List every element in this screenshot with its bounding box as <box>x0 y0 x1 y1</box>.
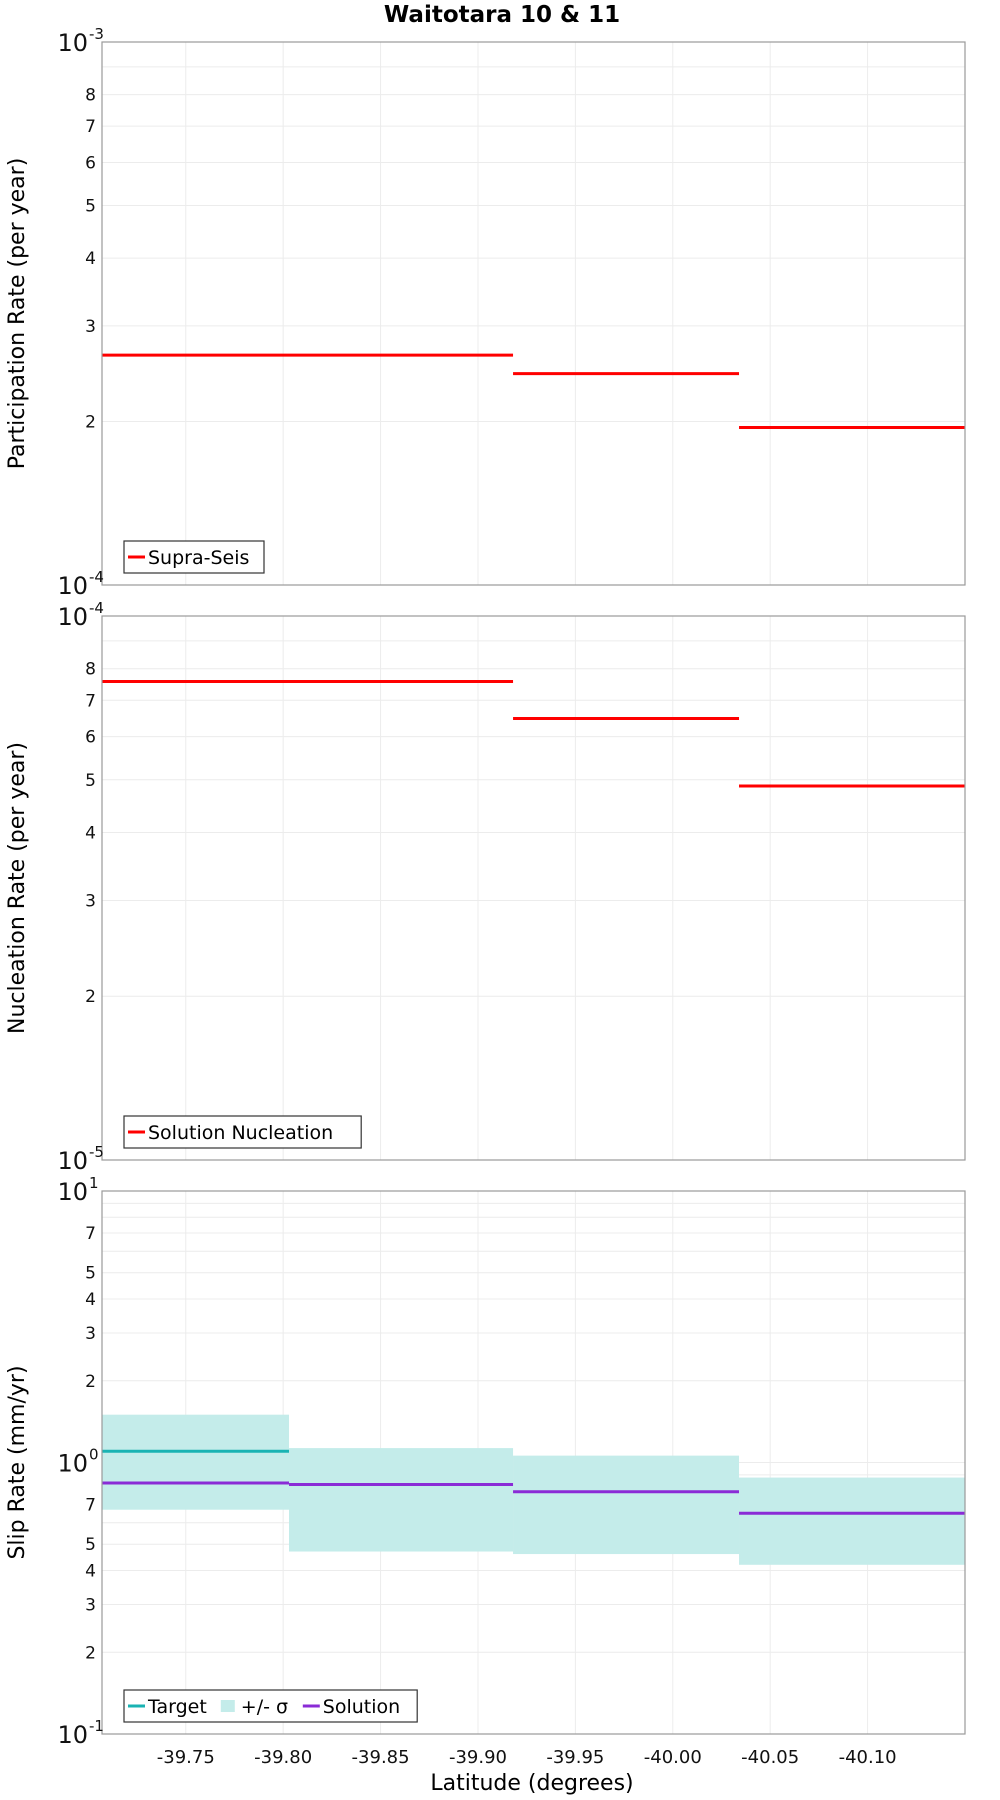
y-tick-label: 6 <box>85 153 96 173</box>
y-tick-label: 4 <box>85 823 96 843</box>
legend-label: Supra-Seis <box>148 547 249 569</box>
nucleation-legend: Solution Nucleation <box>123 1115 362 1149</box>
plot-frame <box>101 615 966 1161</box>
y-tick-label: 4 <box>85 1290 96 1310</box>
legend-swatch <box>220 1700 235 1712</box>
y-tick-label: 3 <box>85 1595 96 1615</box>
y-tick-label: 7 <box>85 691 96 711</box>
y-tick-label: 3 <box>85 891 96 911</box>
y-tick-label: 4 <box>85 249 96 269</box>
sigma-band <box>289 1448 514 1552</box>
y-tick-label: 4 <box>85 1562 96 1582</box>
y-tick-label: 7 <box>85 117 96 137</box>
x-tick-label: -40.10 <box>839 1747 897 1768</box>
x-tick-label: -39.80 <box>254 1747 312 1768</box>
x-tick-label: -40.00 <box>644 1747 702 1768</box>
y-tick-label: 2 <box>85 1643 96 1663</box>
y-tick-label: 5 <box>85 1535 96 1555</box>
y-tick-label: 7 <box>85 1224 96 1244</box>
legend-label: Solution Nucleation <box>148 1122 333 1144</box>
y-tick-label: 8 <box>85 660 96 680</box>
sigma-band <box>739 1477 965 1565</box>
y-tick-major-high-exponent: 1 <box>89 1174 99 1192</box>
legend-label: +/- σ <box>241 1696 288 1718</box>
x-tick-label: -39.90 <box>449 1747 507 1768</box>
y-tick-major-high-exponent: -3 <box>89 25 104 43</box>
nucleation-y-axis-label: Nucleation Rate (per year) <box>5 742 30 1034</box>
y-tick-label: 5 <box>85 1264 96 1284</box>
y-tick-label: 2 <box>85 987 96 1007</box>
y-tick-major-low: 10 <box>57 572 88 600</box>
legend-box <box>123 1115 362 1149</box>
y-tick-label: 5 <box>85 196 96 216</box>
participation-y-axis-label: Participation Rate (per year) <box>5 158 30 470</box>
y-tick-major-low: 10 <box>57 1147 88 1175</box>
x-axis-label: Latitude (degrees) <box>430 1771 633 1796</box>
chart-title: Waitotara 10 & 11 <box>384 2 620 28</box>
participation-legend: Supra-Seis <box>123 540 265 574</box>
y-tick-label: 5 <box>85 771 96 791</box>
y-tick-label: 8 <box>85 86 96 106</box>
y-tick-major-low-exponent: -5 <box>89 1143 104 1161</box>
y-tick-major-high: 10 <box>57 1178 88 1206</box>
sigma-band <box>513 1455 740 1555</box>
y-tick-label: 2 <box>85 413 96 433</box>
legend-label: Target <box>147 1696 207 1718</box>
slip-y-axis-label: Slip Rate (mm/yr) <box>5 1365 30 1559</box>
y-tick-label: 3 <box>85 317 96 337</box>
legend-label: Solution <box>323 1696 400 1718</box>
x-tick-label: -40.05 <box>741 1747 799 1768</box>
plot-frame <box>101 1190 966 1735</box>
y-tick-major-mid-exponent: 0 <box>89 1446 99 1464</box>
y-tick-major-low-exponent: -1 <box>89 1717 104 1735</box>
y-tick-major-high: 10 <box>57 29 88 57</box>
x-tick-label: -39.85 <box>352 1747 410 1768</box>
sigma-band <box>102 1414 290 1510</box>
y-tick-major-high: 10 <box>57 603 88 631</box>
y-tick-label: 7 <box>85 1496 96 1516</box>
plot-frame <box>101 41 966 586</box>
y-tick-major-low-exponent: -4 <box>89 568 104 586</box>
y-tick-major-mid: 10 <box>57 1450 88 1478</box>
y-tick-major-high-exponent: -4 <box>89 599 104 617</box>
y-tick-label: 6 <box>85 728 96 748</box>
y-tick-label: 2 <box>85 1372 96 1392</box>
y-tick-major-low: 10 <box>57 1721 88 1749</box>
slip-legend: Target +/- σ Solution <box>123 1689 418 1723</box>
x-tick-label: -39.75 <box>157 1747 215 1768</box>
x-tick-label: -39.95 <box>546 1747 604 1768</box>
legend-box <box>123 540 265 574</box>
legend-box <box>123 1689 418 1723</box>
y-tick-label: 3 <box>85 1324 96 1344</box>
